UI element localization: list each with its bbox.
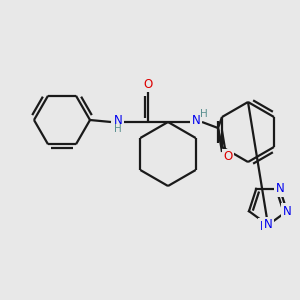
Text: N: N (275, 182, 284, 195)
Text: N: N (192, 113, 200, 127)
Text: N: N (278, 181, 286, 194)
Text: N: N (114, 113, 122, 127)
Text: N: N (285, 207, 293, 220)
Text: O: O (143, 77, 153, 91)
Text: N: N (260, 220, 268, 232)
Text: H: H (200, 109, 208, 119)
Text: H: H (114, 124, 122, 134)
Text: N: N (264, 218, 272, 232)
Text: O: O (224, 151, 232, 164)
Text: N: N (283, 205, 291, 218)
